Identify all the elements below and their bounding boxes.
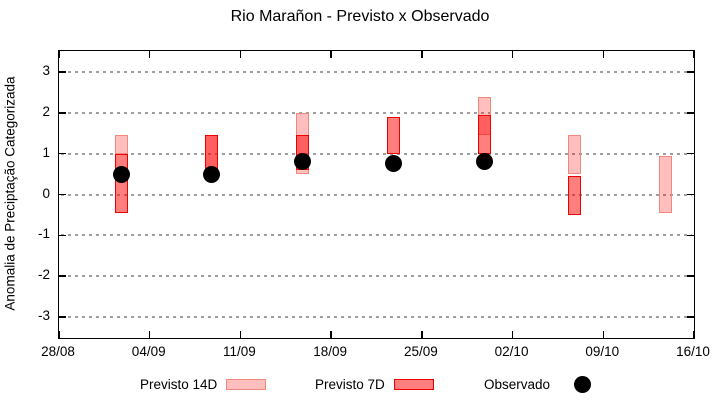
bar-previsto-7d — [568, 176, 582, 215]
legend-item-observado: Observado — [484, 372, 592, 396]
y-tick-left — [59, 316, 66, 318]
legend-label-previsto-7d: Previsto 7D — [315, 376, 385, 392]
x-tick-label: 11/09 — [223, 344, 256, 359]
x-tick-bottom — [602, 331, 605, 338]
x-tick-top — [511, 51, 514, 58]
y-tick-label: -3 — [37, 307, 50, 323]
y-tick-right — [687, 275, 694, 277]
bar-previsto-14d — [658, 155, 672, 213]
x-tick-top — [58, 51, 60, 58]
bar-previsto-7d — [477, 115, 491, 154]
gridline-y0 — [61, 193, 692, 196]
legend-item-previsto-14d: Previsto 14D — [140, 372, 267, 396]
plot-area — [58, 50, 695, 339]
y-tick-label: 1 — [42, 144, 50, 160]
legend-item-previsto-7d: Previsto 7D — [315, 372, 434, 396]
legend-label-observado: Observado — [484, 376, 551, 392]
observado-point — [112, 165, 130, 183]
gridline-y3 — [61, 71, 692, 74]
y-tick-left — [59, 152, 66, 155]
x-tick-label: 09/10 — [585, 344, 620, 359]
x-tick-label: 04/09 — [131, 344, 166, 359]
x-tick-bottom — [239, 331, 242, 338]
y-tick-label: 3 — [42, 63, 50, 79]
observado-point — [384, 155, 402, 173]
gridline-y2 — [61, 111, 692, 114]
y-tick-right — [687, 193, 694, 196]
x-tick-bottom — [330, 331, 332, 338]
x-tick-label: 18/09 — [313, 344, 348, 359]
x-tick-label: 02/10 — [494, 344, 529, 359]
legend: Previsto 14D Previsto 7D Observado — [0, 372, 720, 396]
y-tick-label: -1 — [37, 226, 50, 242]
bar-previsto-14d — [568, 135, 582, 175]
y-tick-right — [687, 152, 694, 155]
y-tick-left — [59, 193, 66, 196]
y-tick-right — [687, 234, 694, 237]
y-tick-left — [59, 275, 66, 277]
y-tick-right — [687, 316, 694, 318]
x-tick-top — [330, 51, 332, 58]
chart-title: Rio Marañon - Previsto x Observado — [230, 8, 490, 25]
observado-point — [203, 165, 221, 183]
x-tick-bottom — [693, 331, 695, 338]
bar-previsto-7d — [386, 117, 400, 154]
x-tick-top — [421, 51, 423, 58]
x-tick-bottom — [421, 331, 423, 338]
y-tick-left — [59, 234, 66, 237]
gridline-y-1 — [61, 234, 692, 237]
bar-previsto-7d — [114, 153, 128, 213]
observado-point — [294, 153, 312, 171]
x-tick-top — [239, 51, 242, 58]
x-tick-top — [148, 51, 151, 58]
y-tick-right — [687, 112, 694, 114]
gridline-y-3 — [61, 315, 692, 318]
x-tick-top — [602, 51, 605, 58]
x-tick-bottom — [511, 331, 514, 338]
legend-observado-dot — [574, 375, 592, 393]
legend-swatch-previsto-7d — [393, 378, 434, 390]
bar-previsto-14d — [114, 135, 128, 154]
x-tick-top — [693, 51, 695, 58]
legend-label-previsto-14d: Previsto 14D — [140, 376, 218, 392]
gridline-y1 — [61, 152, 692, 155]
x-tick-label: 28/08 — [41, 344, 75, 359]
gridline-y-2 — [61, 275, 692, 278]
y-tick-right — [687, 71, 694, 73]
y-tick-label: 2 — [42, 103, 50, 119]
y-tick-label: -2 — [37, 267, 50, 283]
y-tick-left — [59, 71, 66, 73]
legend-swatch-previsto-14d — [226, 378, 267, 390]
x-tick-label: 25/09 — [403, 344, 438, 359]
observado-point — [475, 153, 493, 171]
x-tick-bottom — [58, 331, 60, 338]
y-tick-label: 0 — [42, 185, 50, 201]
y-tick-left — [59, 112, 66, 114]
x-tick-bottom — [148, 331, 151, 338]
x-tick-label: 16/10 — [676, 344, 710, 359]
